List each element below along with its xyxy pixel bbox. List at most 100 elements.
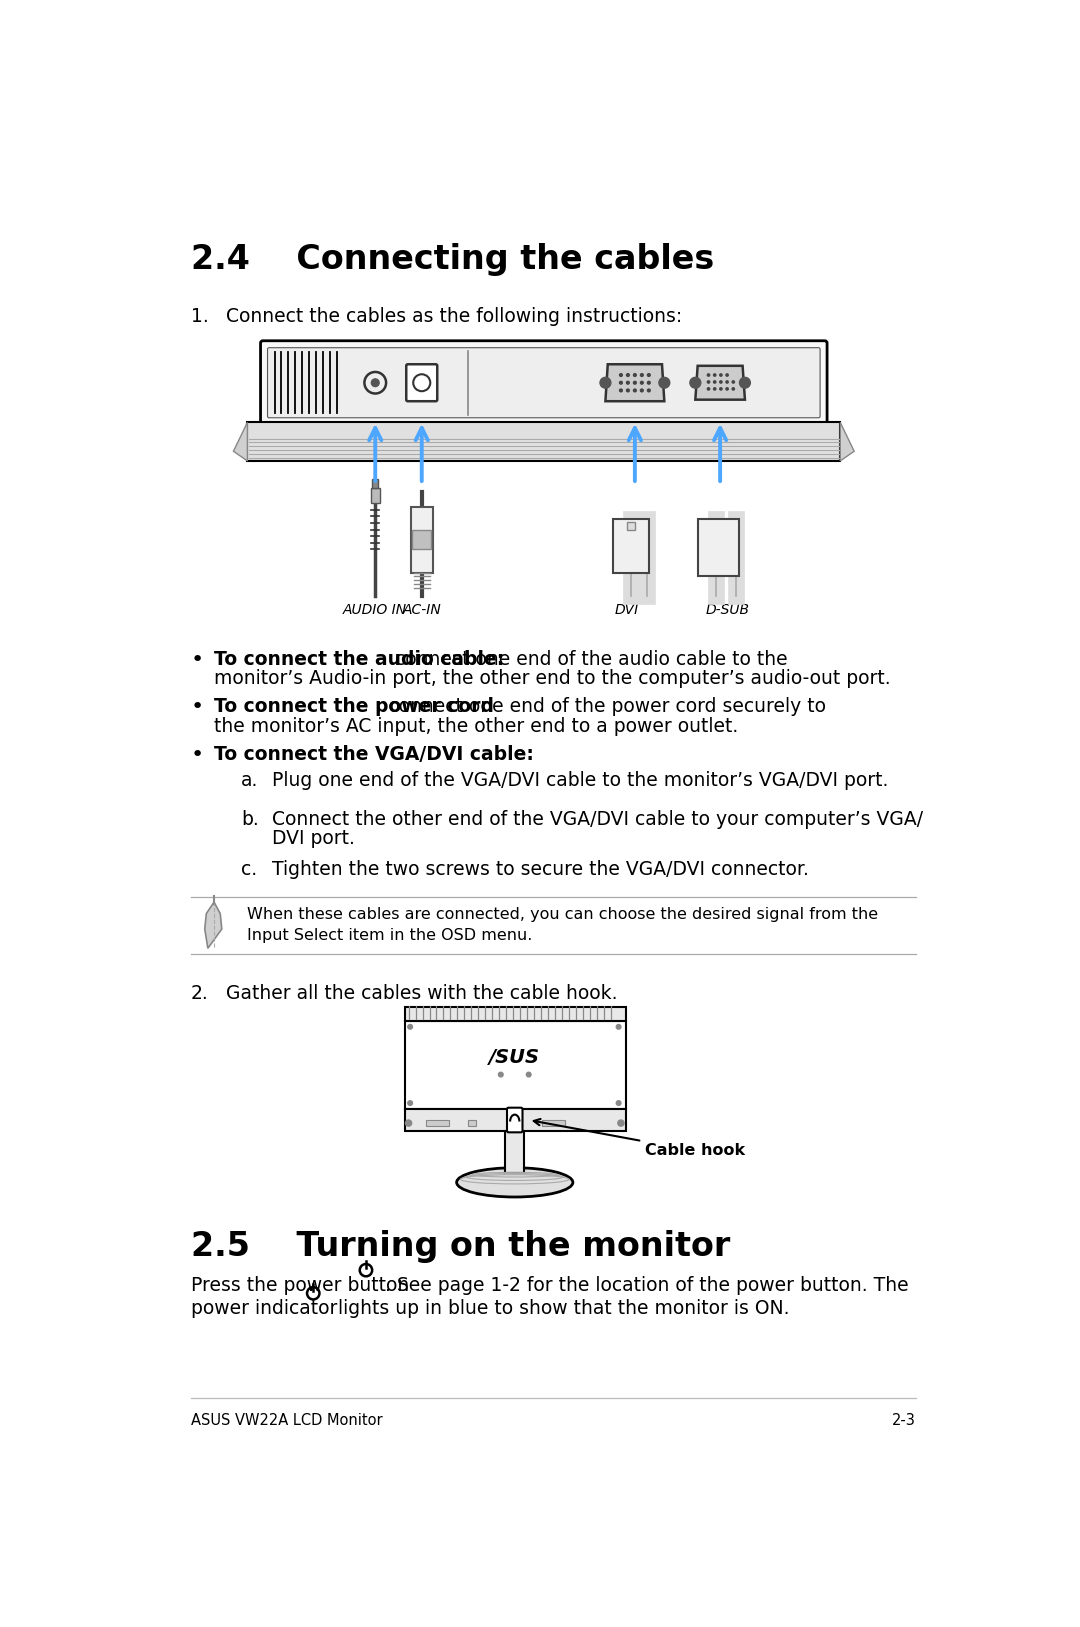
Text: 2.: 2. [191,984,208,1002]
Text: Connect the other end of the VGA/DVI cable to your computer’s VGA/: Connect the other end of the VGA/DVI cab… [272,810,923,828]
Text: lights up in blue to show that the monitor is ON.: lights up in blue to show that the monit… [332,1300,789,1318]
Text: power indicator: power indicator [191,1300,343,1318]
Text: . See page 1-2 for the location of the power button. The: . See page 1-2 for the location of the p… [384,1276,908,1295]
Text: D-SUB: D-SUB [706,604,750,617]
Bar [542,1119,565,1126]
Circle shape [719,381,723,382]
FancyBboxPatch shape [406,364,437,402]
Circle shape [719,374,723,376]
Text: the monitor’s AC input, the other end to a power outlet.: the monitor’s AC input, the other end to… [214,716,739,735]
Circle shape [634,389,636,392]
Bar [699,519,739,576]
Circle shape [372,379,379,387]
Text: Connect the cables as the following instructions:: Connect the cables as the following inst… [226,308,681,325]
Text: 2.4    Connecting the cables: 2.4 Connecting the cables [191,242,714,277]
Text: AC-IN: AC-IN [403,604,441,617]
Circle shape [714,381,716,382]
Circle shape [626,374,630,376]
Circle shape [526,1072,531,1077]
Circle shape [617,1101,621,1105]
Bar [469,1119,476,1126]
Circle shape [408,1025,413,1030]
Circle shape [620,374,622,376]
Circle shape [714,374,716,376]
Bar [405,1007,625,1020]
Bar [405,1020,625,1110]
Text: connect one end of the audio cable to the: connect one end of the audio cable to th… [389,649,787,669]
FancyBboxPatch shape [260,340,827,425]
Circle shape [732,387,734,390]
Text: : connect one end of the power cord securely to: : connect one end of the power cord secu… [376,698,826,716]
Circle shape [634,374,636,376]
Text: Tighten the two screws to secure the VGA/DVI connector.: Tighten the two screws to secure the VGA… [272,859,809,879]
Circle shape [740,377,751,389]
Text: When these cables are connected, you can choose the desired signal from the: When these cables are connected, you can… [246,908,878,923]
Text: DVI: DVI [615,604,639,617]
Circle shape [640,389,644,392]
Circle shape [726,374,728,376]
Circle shape [647,389,650,392]
Circle shape [640,381,644,384]
Polygon shape [606,364,664,402]
Circle shape [707,381,710,382]
Bar [505,1131,524,1173]
Circle shape [620,389,622,392]
Text: AUDIO IN: AUDIO IN [343,604,407,617]
Text: To connect the audio cable:: To connect the audio cable: [214,649,504,669]
Circle shape [690,377,701,389]
Text: Input Select item in the OSD menu.: Input Select item in the OSD menu. [246,927,532,942]
Text: Cable hook: Cable hook [534,1119,745,1158]
Polygon shape [205,901,221,949]
Bar [247,423,840,460]
Text: To connect the VGA/DVI cable:: To connect the VGA/DVI cable: [214,745,534,765]
Circle shape [732,381,734,382]
FancyBboxPatch shape [507,1108,523,1132]
Text: •: • [191,698,204,718]
Circle shape [618,1119,624,1126]
Bar [405,1110,625,1131]
Text: •: • [191,745,204,765]
Circle shape [647,381,650,384]
Polygon shape [233,423,247,460]
Circle shape [600,377,611,389]
Text: Plug one end of the VGA/DVI cable to the monitor’s VGA/DVI port.: Plug one end of the VGA/DVI cable to the… [272,771,889,791]
Text: monitor’s Audio-in port, the other end to the computer’s audio-out port.: monitor’s Audio-in port, the other end t… [214,669,891,688]
Circle shape [617,1025,621,1030]
Text: b.: b. [241,810,259,828]
Text: Gather all the cables with the cable hook.: Gather all the cables with the cable hoo… [226,984,617,1002]
Circle shape [647,374,650,376]
Circle shape [714,387,716,390]
Text: ASUS VW22A LCD Monitor: ASUS VW22A LCD Monitor [191,1414,382,1429]
Text: 2.5    Turning on the monitor: 2.5 Turning on the monitor [191,1230,730,1263]
Circle shape [499,1072,503,1077]
Text: c.: c. [241,859,257,879]
Circle shape [707,374,710,376]
Ellipse shape [457,1168,572,1197]
Circle shape [707,387,710,390]
Bar [426,1119,449,1126]
Text: 1.: 1. [191,308,208,325]
Circle shape [626,389,630,392]
Circle shape [719,387,723,390]
Text: •: • [191,649,204,670]
Text: /SUS: /SUS [489,1048,540,1067]
FancyBboxPatch shape [268,348,820,418]
Bar [613,519,649,573]
Circle shape [405,1119,411,1126]
Circle shape [626,381,630,384]
Bar [627,522,635,530]
Circle shape [659,377,670,389]
Circle shape [640,374,644,376]
Polygon shape [840,423,854,460]
Polygon shape [696,366,745,400]
Circle shape [726,381,728,382]
Text: a.: a. [241,771,258,791]
Text: DVI port.: DVI port. [272,828,355,848]
Bar [410,508,433,573]
Bar [370,488,380,503]
Bar [413,530,431,550]
Circle shape [634,381,636,384]
Text: 2-3: 2-3 [892,1414,916,1429]
Text: To connect the power cord: To connect the power cord [214,698,494,716]
Circle shape [620,381,622,384]
